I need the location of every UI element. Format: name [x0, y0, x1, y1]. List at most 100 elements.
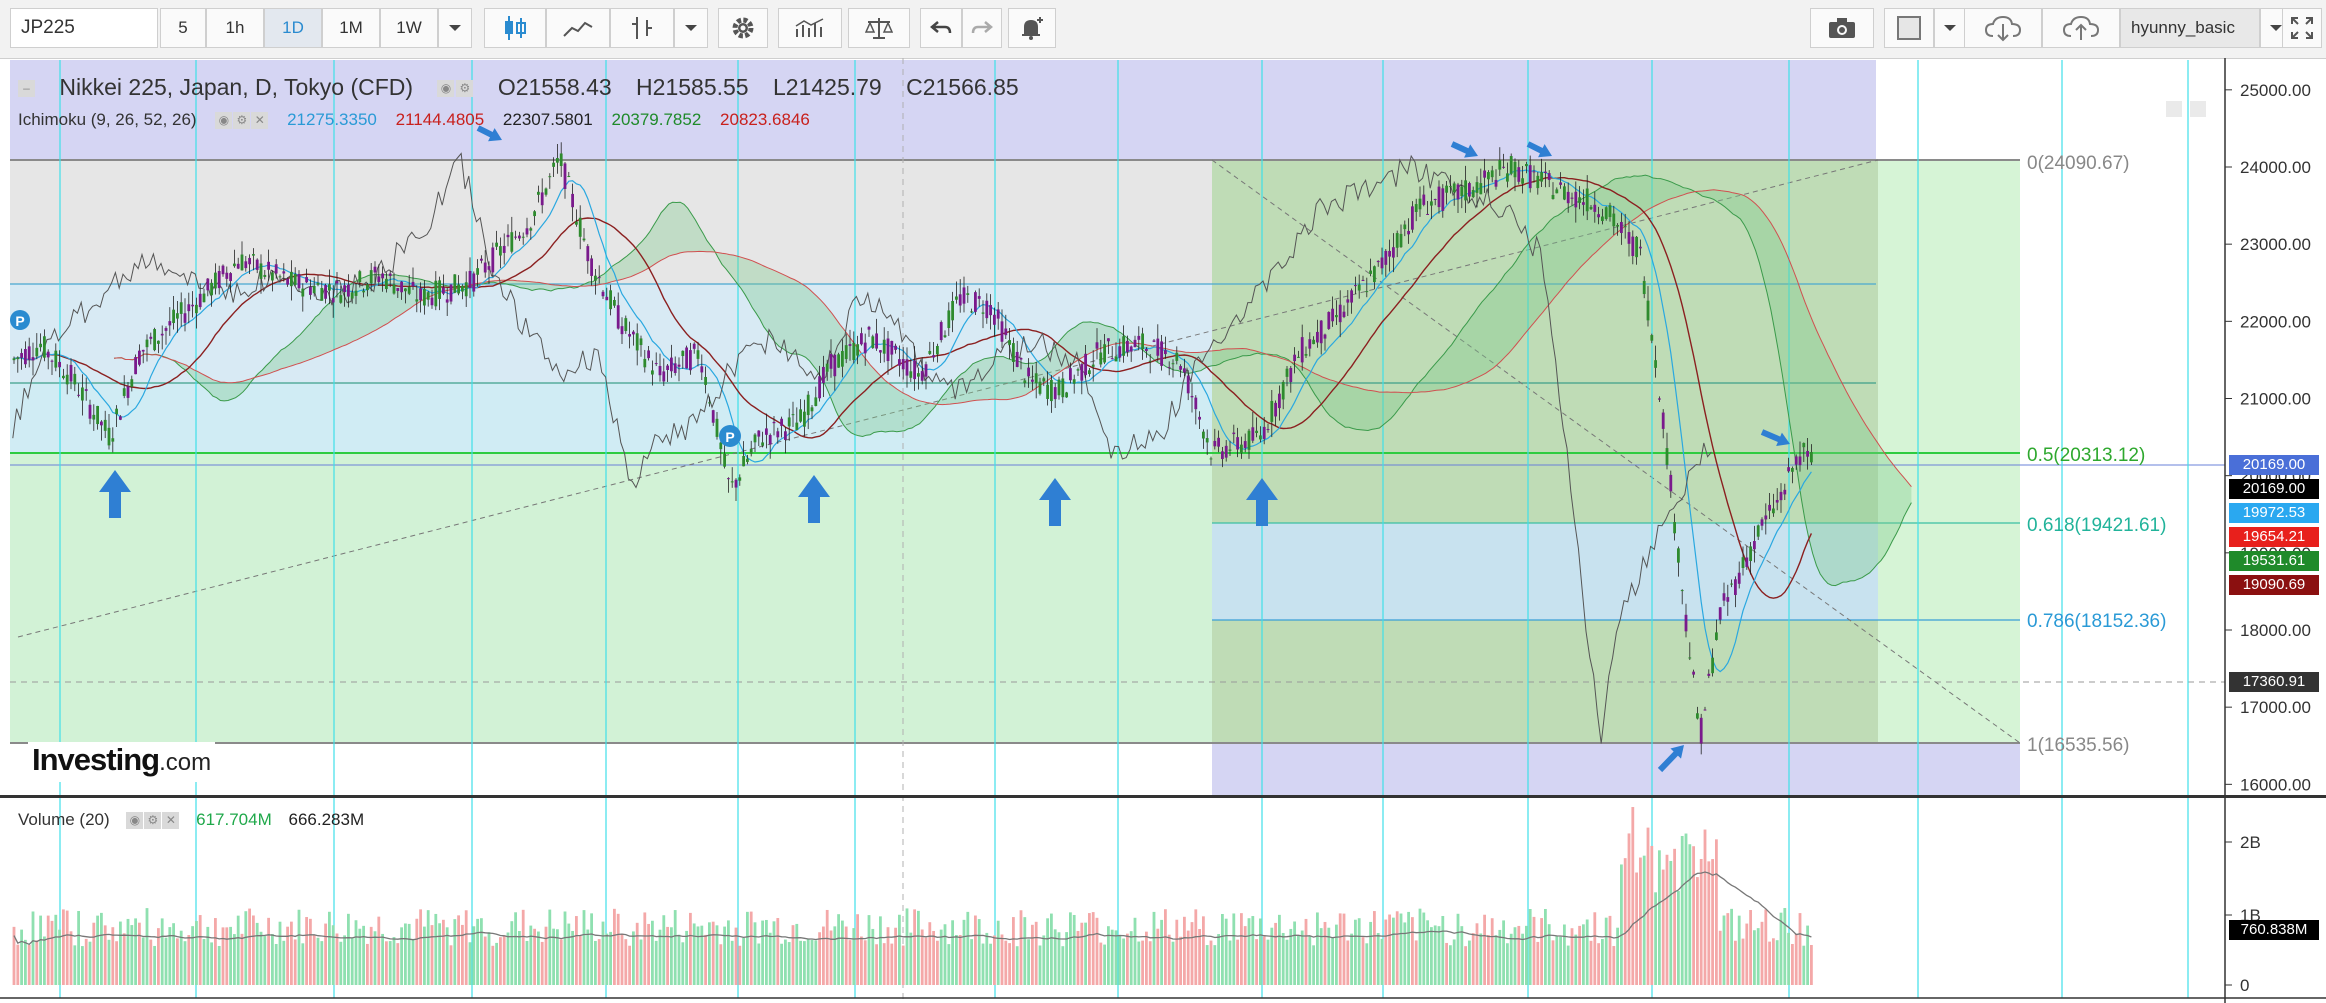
- interval-1m-button[interactable]: 1M: [322, 8, 380, 48]
- volume-bar-up: [1509, 933, 1513, 985]
- volume-bar-up: [453, 919, 457, 985]
- interval-1h-button[interactable]: 1h: [206, 8, 264, 48]
- candle-down: [974, 292, 977, 312]
- candle-up: [1521, 178, 1524, 184]
- interval-dropdown-button[interactable]: [438, 8, 472, 48]
- candle-down: [993, 314, 996, 325]
- candle-up: [1008, 340, 1011, 345]
- candle-down: [1152, 340, 1156, 342]
- pane-separator[interactable]: [0, 795, 2326, 798]
- candle-down: [605, 296, 609, 301]
- volume-bar-down: [928, 922, 932, 985]
- volume-bar-up: [202, 939, 206, 985]
- price-tick-label: 24000.00: [2240, 158, 2311, 177]
- price-axis[interactable]: 25000.00 24000.00 23000.00 22000.00 21000.00…: [2225, 81, 2311, 794]
- interval-5-button[interactable]: 5: [160, 8, 206, 48]
- screenshot-button[interactable]: [1810, 8, 1874, 48]
- candle-down: [331, 298, 335, 303]
- volume-bar-up: [1251, 916, 1255, 985]
- candle-down: [126, 386, 130, 398]
- candle-down: [1338, 304, 1342, 323]
- volume-bar-down: [1243, 926, 1247, 985]
- redo-button[interactable]: [962, 8, 1002, 48]
- remove-indicator-icon[interactable]: ✕: [251, 112, 269, 130]
- candle-up: [761, 442, 764, 446]
- volume-bar-up: [1730, 908, 1733, 985]
- compare-button[interactable]: [848, 8, 910, 48]
- candle-down: [1684, 614, 1688, 632]
- candle-down: [886, 338, 890, 362]
- pane-minimize-icon[interactable]: [2166, 101, 2182, 117]
- candle-up: [1205, 438, 1209, 443]
- symbol-input[interactable]: JP225: [10, 8, 158, 48]
- volume-bar-down: [1487, 934, 1490, 985]
- user-menu-button[interactable]: hyunny_basic: [2120, 8, 2260, 48]
- theme-dropdown-button[interactable]: [1934, 8, 1966, 48]
- candle-up: [1281, 382, 1285, 400]
- volume-bar-up: [1779, 912, 1783, 985]
- line-chart-type-button[interactable]: [546, 8, 610, 48]
- pointer-arrow-icon: [1657, 748, 1681, 773]
- visibility-icon[interactable]: ◉: [126, 812, 144, 830]
- settings-button[interactable]: [718, 8, 768, 48]
- fullscreen-button[interactable]: [2282, 8, 2322, 48]
- candle-up: [544, 188, 548, 195]
- candle-down: [1262, 426, 1266, 439]
- price-chart-canvas[interactable]: P P 0(24090.67) 0.5(20313.12) 0.618(1942…: [0, 58, 2326, 1003]
- volume-last-label: 760.838M: [2229, 920, 2319, 940]
- candle-down: [445, 299, 449, 303]
- candle-down: [46, 351, 50, 358]
- volume-bar-up: [1604, 917, 1608, 985]
- price-tick-label: 16000.00: [2240, 775, 2311, 794]
- candle-up: [210, 282, 213, 296]
- remove-indicator-icon[interactable]: ✕: [162, 812, 180, 830]
- volume-bar-down: [1578, 925, 1581, 985]
- pointer-arrow-head: [1670, 745, 1684, 759]
- candle-down: [236, 263, 240, 269]
- volume-bar-up: [164, 937, 168, 985]
- volume-bar-up: [1737, 915, 1741, 985]
- candle-up: [1802, 442, 1806, 448]
- candle-down: [206, 278, 210, 291]
- settings-small-icon[interactable]: ⚙: [144, 812, 162, 830]
- undo-button[interactable]: [920, 8, 962, 48]
- save-chart-button[interactable]: [2042, 8, 2120, 48]
- candle-down: [1468, 183, 1471, 197]
- chart-type-dropdown-button[interactable]: [674, 8, 708, 48]
- volume-bar-up: [1118, 934, 1122, 985]
- load-chart-button[interactable]: [1964, 8, 2042, 48]
- volume-bar-down: [1145, 931, 1148, 985]
- volume-bar-down: [613, 908, 616, 985]
- color-theme-button[interactable]: [1884, 8, 1934, 48]
- candle-down: [1331, 308, 1334, 322]
- candle-down: [168, 321, 172, 326]
- candle-down: [377, 276, 381, 283]
- settings-small-icon[interactable]: ⚙: [233, 112, 251, 130]
- pane-maximize-icon[interactable]: [2190, 101, 2206, 117]
- candle-up: [981, 312, 985, 314]
- volume-bar-down: [1696, 877, 1699, 985]
- interval-1w-button[interactable]: 1W: [380, 8, 438, 48]
- volume-bar-down: [1099, 942, 1103, 985]
- candle-down: [1787, 467, 1790, 472]
- volume-bar-up: [1380, 938, 1384, 985]
- candle-down: [1308, 339, 1312, 349]
- volume-bar-up: [350, 937, 354, 985]
- collapse-legend-icon[interactable]: –: [18, 80, 35, 98]
- volume-bar-up: [594, 940, 597, 985]
- candle-down: [1783, 489, 1787, 495]
- volume-bar-down: [597, 939, 601, 985]
- visibility-icon[interactable]: ◉: [215, 112, 233, 130]
- bar-chart-type-button[interactable]: [610, 8, 674, 48]
- interval-1d-button[interactable]: 1D: [264, 8, 322, 48]
- candles-chart-type-button[interactable]: [484, 8, 546, 48]
- volume-bar-up: [381, 933, 384, 985]
- price-tick-label: 25000.00: [2240, 81, 2311, 100]
- settings-small-icon[interactable]: ⚙: [456, 80, 474, 98]
- candle-up: [1012, 343, 1015, 362]
- visibility-icon[interactable]: ◉: [437, 80, 455, 98]
- volume-bar-down: [84, 938, 88, 985]
- indicators-button[interactable]: [778, 8, 842, 48]
- alert-button[interactable]: [1008, 8, 1056, 48]
